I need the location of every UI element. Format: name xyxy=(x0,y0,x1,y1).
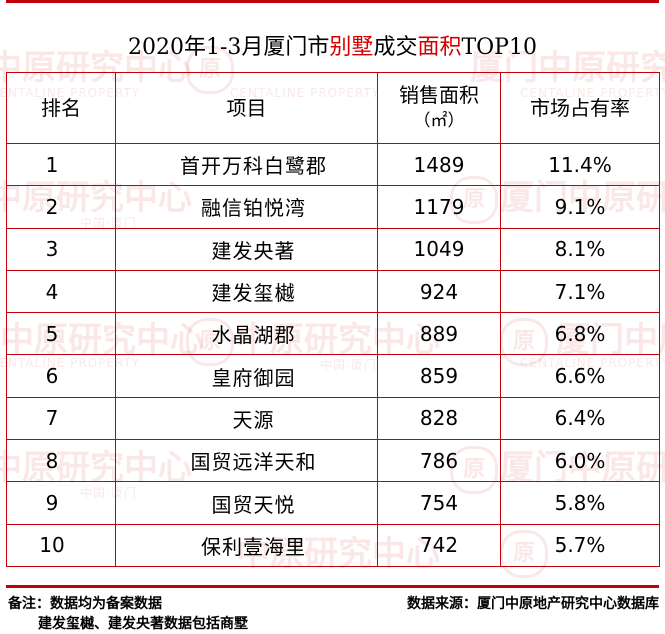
header-area-unit: （㎡） xyxy=(413,111,465,131)
rank-cell: 4 xyxy=(6,269,116,314)
footnote-line-2: 建发玺樾、建发央著数据包括商墅 xyxy=(38,616,248,632)
table-row: 4 建发玺樾 924 7.1% xyxy=(6,269,660,314)
table-row: 9 国贸天悦 754 5.8% xyxy=(6,481,660,525)
rank-cell: 2 xyxy=(6,185,116,229)
project-cell: 国贸远洋天和 xyxy=(115,439,378,483)
share-cell: 6.8% xyxy=(500,312,660,356)
share-cell: 5.8% xyxy=(500,481,660,525)
rank-cell: 1 xyxy=(6,142,116,187)
table-row: 1 首开万科白鹭郡 1489 11.4% xyxy=(6,142,660,187)
title-middle: 成交 xyxy=(373,35,418,60)
project-cell: 融信铂悦湾 xyxy=(115,185,378,229)
data-source-text: 数据来源：厦门中原地产研究中心数据库 xyxy=(407,596,659,612)
area-cell: 1049 xyxy=(377,227,501,271)
area-cell: 1489 xyxy=(377,142,501,187)
share-cell: 9.1% xyxy=(500,185,660,229)
top-rule xyxy=(6,0,659,3)
table-row: 10 保利壹海里 742 5.7% xyxy=(6,523,660,567)
rank-cell: 5 xyxy=(6,312,116,356)
share-cell: 8.1% xyxy=(500,227,660,271)
header-area-label: 销售面积 xyxy=(399,83,479,107)
table-row: 8 国贸远洋天和 786 6.0% xyxy=(6,439,660,483)
project-cell: 水晶湖郡 xyxy=(115,312,378,356)
share-cell: 6.0% xyxy=(500,439,660,483)
table-row: 7 天源 828 6.4% xyxy=(6,396,660,441)
rank-cell: 10 xyxy=(6,523,116,567)
rank-cell: 3 xyxy=(6,227,116,271)
project-cell: 首开万科白鹭郡 xyxy=(115,142,378,187)
project-cell: 建发央著 xyxy=(115,227,378,271)
project-cell: 建发玺樾 xyxy=(115,269,378,314)
area-cell: 742 xyxy=(377,523,501,567)
share-cell: 6.6% xyxy=(500,354,660,398)
ranking-table: 排名 项目 销售面积 （㎡） 市场占有率 1 首开万科白鹭郡 1489 11.4% 2 融… xyxy=(6,72,660,567)
table-title: 2020年1-3月厦门市别墅成交面积TOP10 xyxy=(0,30,665,66)
share-cell: 5.7% xyxy=(500,523,660,567)
project-cell: 皇府御园 xyxy=(115,354,378,398)
area-cell: 859 xyxy=(377,354,501,398)
share-cell: 7.1% xyxy=(500,269,660,314)
area-cell: 754 xyxy=(377,481,501,525)
area-cell: 786 xyxy=(377,439,501,483)
rank-cell: 9 xyxy=(6,481,116,525)
rank-cell: 6 xyxy=(6,354,116,398)
rank-cell: 8 xyxy=(6,439,116,483)
footnote-line-1: 备注：数据均为备案数据 xyxy=(8,596,162,612)
title-highlight-villa: 别墅 xyxy=(329,35,374,60)
header-share: 市场占有率 xyxy=(500,72,660,144)
title-suffix: TOP10 xyxy=(461,35,537,60)
bottom-rule xyxy=(6,585,659,588)
area-cell: 1179 xyxy=(377,185,501,229)
rank-cell: 7 xyxy=(6,396,116,441)
footnote: 备注：数据均为备案数据 建发玺樾、建发央著数据包括商墅 xyxy=(8,594,248,634)
table-row: 3 建发央著 1049 8.1% xyxy=(6,227,660,271)
table-row: 2 融信铂悦湾 1179 9.1% xyxy=(6,185,660,229)
area-cell: 889 xyxy=(377,312,501,356)
header-area: 销售面积 （㎡） xyxy=(377,72,501,144)
area-cell: 828 xyxy=(377,396,501,441)
share-cell: 11.4% xyxy=(500,142,660,187)
area-cell: 924 xyxy=(377,269,501,314)
table-row: 6 皇府御园 859 6.6% xyxy=(6,354,660,398)
header-rank: 排名 xyxy=(6,72,116,144)
table-row: 5 水晶湖郡 889 6.8% xyxy=(6,312,660,356)
project-cell: 国贸天悦 xyxy=(115,481,378,525)
title-highlight-area: 面积 xyxy=(417,35,462,60)
share-cell: 6.4% xyxy=(500,396,660,441)
header-project: 项目 xyxy=(115,72,378,144)
title-prefix: 2020年1-3月厦门市 xyxy=(128,35,330,60)
data-source: 数据来源：厦门中原地产研究中心数据库 xyxy=(407,594,659,614)
project-cell: 保利壹海里 xyxy=(115,523,378,567)
project-cell: 天源 xyxy=(115,396,378,441)
header-row: 排名 项目 销售面积 （㎡） 市场占有率 xyxy=(6,72,660,144)
